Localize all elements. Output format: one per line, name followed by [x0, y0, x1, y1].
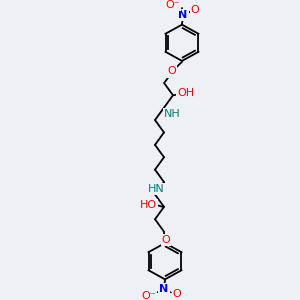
Text: HO: HO — [140, 200, 157, 210]
Text: O: O — [172, 289, 182, 298]
Text: HN: HN — [148, 184, 164, 194]
Text: O: O — [190, 5, 200, 15]
Text: NH: NH — [164, 109, 180, 119]
Text: N: N — [159, 284, 169, 294]
Text: OH: OH — [177, 88, 195, 98]
Text: O: O — [168, 66, 176, 76]
Text: O: O — [162, 235, 170, 245]
Text: O⁻: O⁻ — [142, 291, 156, 300]
Text: N: N — [178, 10, 188, 20]
Text: O⁻: O⁻ — [166, 0, 180, 10]
